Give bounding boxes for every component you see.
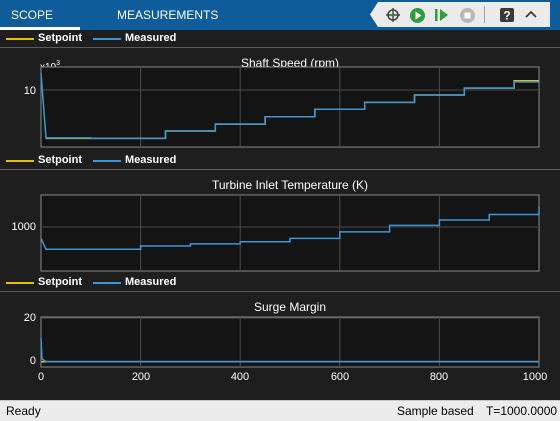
xtick-0: 0 <box>37 371 45 383</box>
plot3-ytick-top: 20 <box>23 312 36 324</box>
xtick-200: 200 <box>131 371 151 383</box>
xtick-800: 800 <box>429 371 449 383</box>
signal-select-icon <box>386 8 400 22</box>
svg-text:?: ? <box>503 9 510 23</box>
stop-icon <box>459 7 475 23</box>
status-time: T=1000.0000 <box>486 404 558 418</box>
plots-canvas <box>40 66 540 368</box>
plot1-legend[interactable]: Setpoint Measured <box>0 30 560 48</box>
setpoint-legend-label: Setpoint <box>38 154 82 166</box>
measured-legend-line <box>93 38 121 40</box>
tab-measurements[interactable]: MEASUREMENTS <box>117 8 218 22</box>
setpoint-legend-label: Setpoint <box>38 32 82 44</box>
active-tab-indicator <box>0 27 80 30</box>
plot1-ytick: 10 <box>23 85 36 97</box>
setpoint-legend-label: Setpoint <box>38 276 82 288</box>
plot1-axes <box>40 66 540 148</box>
scope-plots: Setpoint Measured Shaft Speed (rpm) x103… <box>0 30 560 400</box>
xtick-400: 400 <box>230 371 250 383</box>
toolbar-button-group: ? <box>370 2 550 27</box>
plot3-measured-line <box>40 337 539 363</box>
setpoint-legend-line <box>6 282 34 284</box>
tab-scope-label: SCOPE <box>11 8 54 22</box>
plot2-measured-line <box>40 206 540 251</box>
plot3-axes <box>40 316 540 368</box>
step-forward-button[interactable] <box>432 6 450 24</box>
expand-toolstrip-button[interactable] <box>522 6 540 24</box>
measured-legend-label: Measured <box>125 276 177 288</box>
plot1-measured-line <box>40 72 539 140</box>
setpoint-legend-line <box>6 38 34 40</box>
plot2-axes <box>40 194 540 272</box>
signal-select-button[interactable] <box>384 6 402 24</box>
stop-button[interactable] <box>458 6 476 24</box>
setpoint-legend-line <box>6 160 34 162</box>
plot2-legend[interactable]: Setpoint Measured <box>0 152 560 170</box>
toolbar-separator <box>484 6 485 23</box>
help-button[interactable]: ? <box>498 6 516 24</box>
plot3-ytick-zero: 0 <box>29 355 36 367</box>
plot3-legend[interactable]: Setpoint Measured <box>0 274 560 292</box>
xtick-600: 600 <box>330 371 350 383</box>
scope-toolbar: SCOPE MEASUREMENTS <box>0 0 560 30</box>
run-button[interactable] <box>408 6 426 24</box>
plot2-title: Turbine Inlet Temperature (K) <box>211 178 369 192</box>
help-icon: ? <box>500 8 514 23</box>
measured-legend-label: Measured <box>125 154 177 166</box>
measured-legend-label: Measured <box>125 32 177 44</box>
run-icon <box>409 7 425 23</box>
status-bar: Ready Sample based T=1000.0000 <box>0 400 560 421</box>
status-mode: Sample based <box>397 404 474 418</box>
measured-legend-line <box>93 160 121 162</box>
status-state: Ready <box>6 404 41 418</box>
plot1-exponent-power: 3 <box>56 60 61 67</box>
tab-scope[interactable]: SCOPE <box>0 0 80 30</box>
plot2-ytick: 1000 <box>11 221 36 233</box>
expand-icon <box>525 10 537 18</box>
plot3-title: Surge Margin <box>253 300 327 314</box>
xtick-1000: 1000 <box>522 371 548 383</box>
step-forward-icon <box>435 9 448 21</box>
tab-measurements-label: MEASUREMENTS <box>117 8 219 22</box>
measured-legend-line <box>93 282 121 284</box>
